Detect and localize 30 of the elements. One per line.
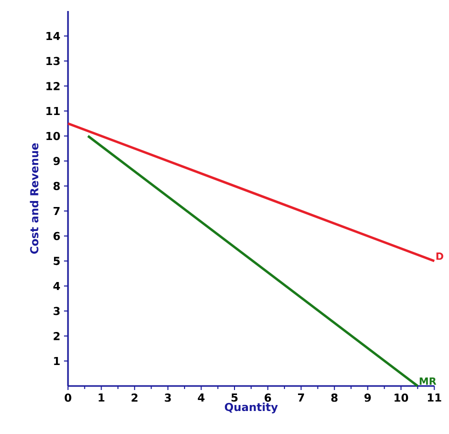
y-tick-label: 9 xyxy=(53,156,60,166)
x-tick-label: 4 xyxy=(198,394,205,402)
x-tick-label: 1 xyxy=(98,394,104,402)
x-tick-label: 10 xyxy=(394,394,408,402)
y-tick-label: 8 xyxy=(54,182,60,190)
series-label: D xyxy=(436,252,444,260)
x-tick-label: 6 xyxy=(264,394,272,402)
series-label: MR xyxy=(420,378,436,385)
x-tick-label: 9 xyxy=(364,394,371,402)
y-tick-label: 1 xyxy=(54,357,60,365)
y-tick-label: 13 xyxy=(46,56,60,66)
y-tick-label: 7 xyxy=(54,207,60,215)
y-tick-label: 2 xyxy=(54,332,60,340)
y-tick-label: 4 xyxy=(53,282,60,290)
x-tick-label: 7 xyxy=(298,394,304,402)
x-axis-title: Quantity xyxy=(224,402,278,414)
x-tick-label: 5 xyxy=(232,394,238,402)
y-axis-title: Cost and Revenue xyxy=(30,143,38,254)
y-tick-label: 5 xyxy=(54,256,60,266)
y-tick-label: 3 xyxy=(54,306,60,316)
y-tick-label: 12 xyxy=(46,82,60,90)
y-tick-label: 14 xyxy=(46,32,60,40)
x-tick-label: 8 xyxy=(331,394,338,402)
x-tick-label: 3 xyxy=(164,394,171,402)
y-tick-label: 11 xyxy=(46,107,60,115)
y-tick-label: 6 xyxy=(54,232,60,240)
y-tick-label: 10 xyxy=(46,132,60,140)
x-tick-label: 2 xyxy=(132,394,138,402)
x-tick-label: 11 xyxy=(428,394,442,402)
x-tick-label: 0 xyxy=(64,394,72,402)
